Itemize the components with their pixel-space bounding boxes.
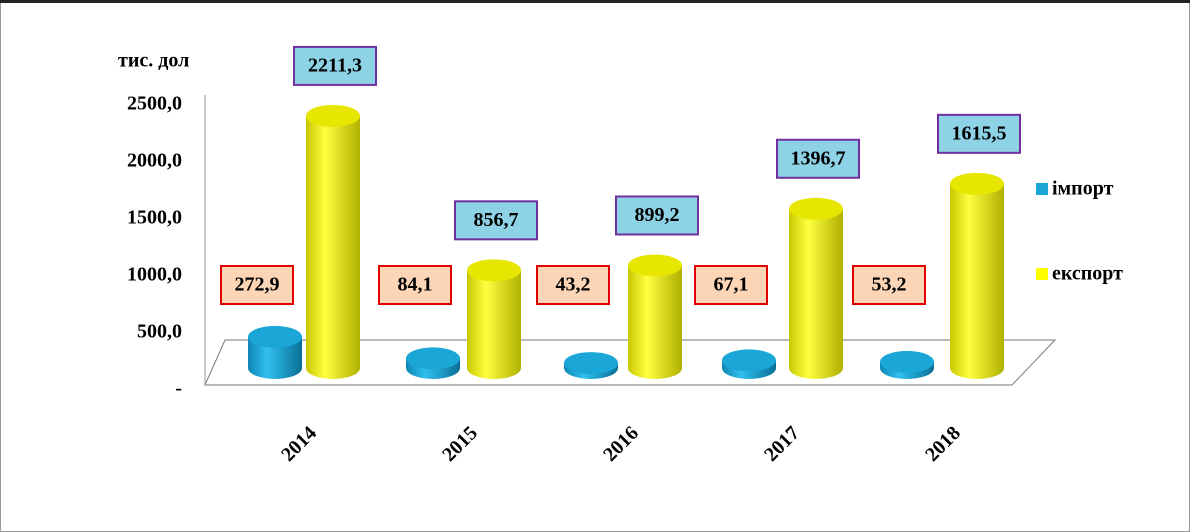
cylinder [248, 325, 302, 379]
value-label-box [776, 138, 860, 179]
cylinder [564, 352, 618, 379]
legend-label: експорт [1052, 263, 1123, 285]
cylinder-top [467, 259, 521, 282]
value-label-box [615, 195, 699, 236]
value-label: 1615,5 [952, 122, 1007, 144]
cylinder-body [950, 183, 1004, 379]
legend-swatch [1036, 268, 1048, 280]
cylinder [880, 350, 934, 379]
value-label-box [937, 113, 1021, 154]
value-label-box [378, 265, 452, 305]
value-label: 43,2 [556, 274, 591, 296]
cylinder [950, 172, 1004, 379]
value-label: 856,7 [474, 209, 519, 231]
y-tick-label: 2000,0 [127, 150, 182, 172]
value-label-box [293, 45, 377, 86]
y-tick-label: - [175, 378, 182, 400]
value-label-box [454, 200, 538, 241]
cylinder-body [789, 208, 843, 379]
y-axis-label: тис. дол [118, 50, 189, 72]
cylinder-body [628, 265, 682, 379]
cylinder-top [722, 349, 776, 372]
value-label: 67,1 [714, 274, 749, 296]
cylinder-body [467, 270, 521, 379]
cylinder-top [406, 347, 460, 370]
cylinder-top [248, 325, 302, 348]
value-label: 53,2 [872, 274, 907, 296]
cylinder-top [950, 172, 1004, 195]
cylinder-body [248, 336, 302, 379]
value-label-box [536, 265, 610, 305]
y-tick-label: 2500,0 [127, 93, 182, 115]
cylinder [789, 197, 843, 379]
cylinder-top [628, 254, 682, 277]
value-label-box [852, 265, 926, 305]
cylinder [722, 349, 776, 379]
value-label: 899,2 [635, 204, 680, 226]
legend-label: імпорт [1052, 178, 1114, 200]
cylinder [467, 259, 521, 379]
value-label-box [220, 265, 294, 305]
y-tick-label: 500,0 [137, 321, 182, 343]
cylinder-top [564, 352, 618, 375]
value-label: 272,9 [235, 274, 280, 296]
cylinder [628, 254, 682, 379]
y-tick-label: 1000,0 [127, 264, 182, 286]
value-label: 84,1 [398, 274, 433, 296]
cylinder [406, 347, 460, 379]
value-label: 1396,7 [791, 147, 846, 169]
cylinder [306, 104, 360, 379]
value-label-box [694, 265, 768, 305]
y-tick-label: 1500,0 [127, 207, 182, 229]
legend-swatch [1036, 183, 1048, 195]
cylinder-body [306, 115, 360, 379]
cylinder-top [880, 350, 934, 373]
value-label: 2211,3 [308, 55, 362, 77]
cylinder-top [306, 104, 360, 127]
cylinder-top [789, 197, 843, 220]
